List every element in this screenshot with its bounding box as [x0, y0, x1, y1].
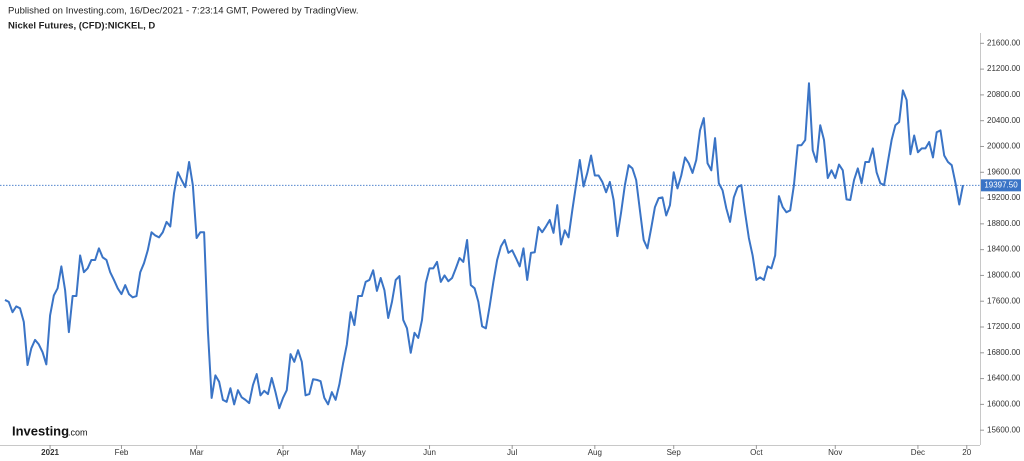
chart-title: Nickel Futures, (CFD):NICKEL, D	[8, 21, 155, 32]
x-tick-label: Dec	[911, 448, 925, 457]
last-price-label: 19397.50	[984, 180, 1018, 189]
published-note: Published on Investing.com, 16/Dec/2021 …	[8, 6, 358, 17]
logo-text: Investing	[12, 423, 69, 438]
x-tick-label: Sep	[667, 448, 682, 457]
y-tick-label: 21600.00	[987, 38, 1021, 47]
x-tick-label: 2021	[41, 448, 59, 457]
y-tick-label: 20000.00	[987, 142, 1021, 151]
x-tick-label: Aug	[588, 448, 602, 457]
y-tick-label: 16400.00	[987, 374, 1021, 383]
y-tick-label: 17200.00	[987, 322, 1021, 331]
x-tick-label: Apr	[277, 448, 290, 457]
logo: Investing .com	[12, 423, 88, 438]
x-tick-label: Jul	[507, 448, 517, 457]
y-tick-label: 18000.00	[987, 271, 1021, 280]
y-tick-label: 18400.00	[987, 245, 1021, 254]
x-tick-label: Nov	[828, 448, 842, 457]
y-tick-label: 19200.00	[987, 193, 1021, 202]
y-tick-label: 15600.00	[987, 425, 1021, 434]
y-tick-label: 16800.00	[987, 348, 1021, 357]
x-tick-label: Feb	[115, 448, 129, 457]
x-tick-label: 20	[962, 448, 971, 457]
y-tick-label: 18800.00	[987, 219, 1021, 228]
x-tick-label: Mar	[190, 448, 204, 457]
last-price-box	[981, 179, 1021, 192]
y-tick-label: 16000.00	[987, 399, 1021, 408]
y-tick-label: 20800.00	[987, 90, 1021, 99]
x-tick-label: May	[351, 448, 366, 457]
x-tick-label: Jun	[423, 448, 436, 457]
logo-suffix: .com	[68, 427, 88, 437]
x-tick-label: Oct	[750, 448, 763, 457]
price-line	[4, 82, 964, 410]
y-tick-label: 21200.00	[987, 64, 1021, 73]
y-tick-label: 17600.00	[987, 296, 1021, 305]
y-tick-label: 19600.00	[987, 167, 1021, 176]
y-tick-label: 20400.00	[987, 116, 1021, 125]
